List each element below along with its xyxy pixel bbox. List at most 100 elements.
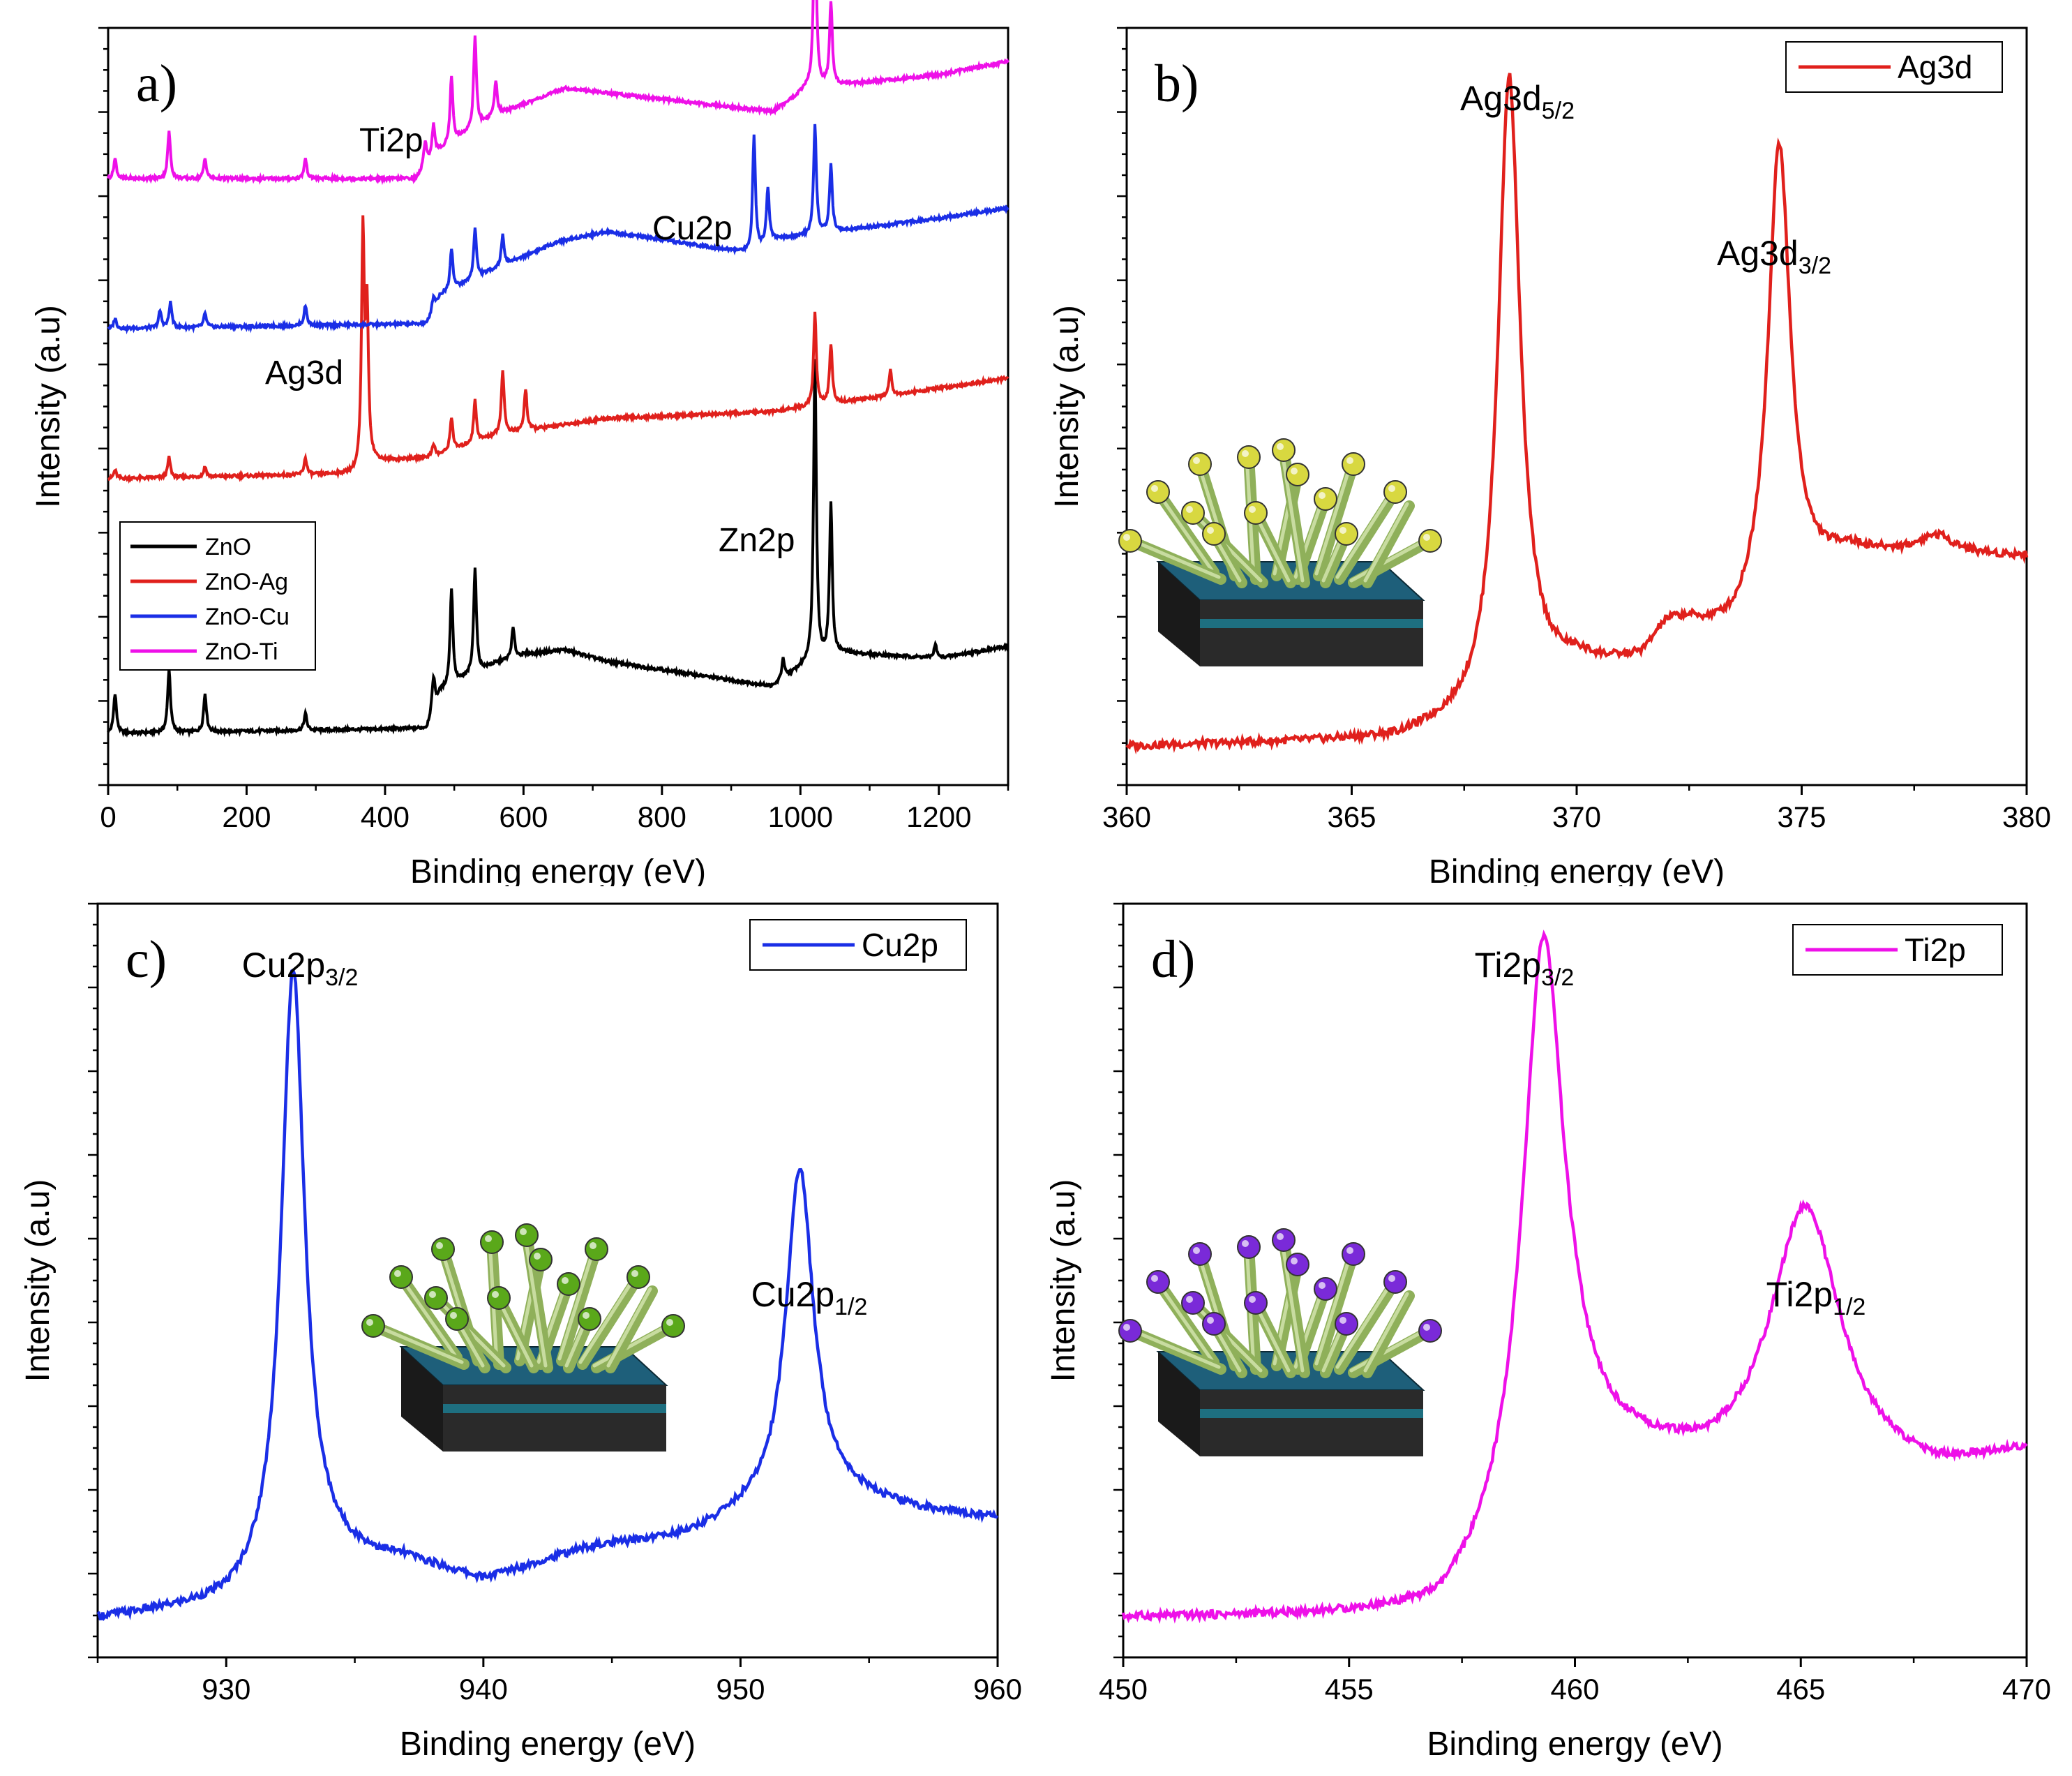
nanoparticle-highlight — [534, 1253, 541, 1260]
nanorod-highlight — [592, 1322, 673, 1368]
x-axis-label: Binding energy (eV) — [410, 853, 706, 886]
nanorod-array-with-nanoparticles-icon — [1118, 1228, 1442, 1456]
nanorod — [1362, 1290, 1415, 1378]
nanorod-highlight — [1363, 502, 1409, 583]
peak-annotation: Ag3d3/2 — [1717, 234, 1831, 279]
peak-annotation: Cu2p1/2 — [751, 1275, 868, 1320]
plot-frame — [1125, 27, 2028, 786]
nanoparticle — [1188, 1242, 1212, 1266]
x-tick-label: 365 — [1327, 800, 1376, 833]
nanoparticle — [1272, 1228, 1296, 1252]
nanoparticle-highlight — [1388, 1275, 1395, 1282]
substrate-front — [1200, 1390, 1423, 1456]
nanorod-highlight — [1279, 1236, 1305, 1373]
nanoparticle — [1342, 1242, 1365, 1266]
nanoparticle — [1286, 463, 1309, 486]
substrate-front — [1200, 600, 1423, 666]
nanorod-highlight — [1349, 1327, 1430, 1373]
nanorod — [605, 1285, 658, 1373]
peak-annotation-subscript: 1/2 — [834, 1294, 867, 1320]
chart-svg: 450 455 460 465 470 Binding energy (eV) Intens… — [1045, 902, 2051, 1763]
substrate-side-left — [1158, 1352, 1200, 1456]
nanoparticle-highlight — [450, 1312, 457, 1319]
nanoparticle-highlight — [1319, 492, 1326, 499]
nanoparticle — [1342, 452, 1365, 476]
nanoparticle-highlight — [1186, 1296, 1193, 1303]
nanoparticle-highlight — [1186, 506, 1193, 513]
peak-annotation: Zn2p — [719, 522, 795, 559]
nanoparticle-highlight — [1207, 527, 1214, 534]
nanoparticle — [1335, 1312, 1358, 1336]
nanoparticle — [529, 1248, 553, 1271]
nanoparticle-highlight — [1423, 534, 1430, 541]
nanoparticle — [1314, 487, 1337, 511]
peak-annotation: Ag3d — [265, 355, 343, 391]
nanoparticle-highlight — [1249, 506, 1256, 513]
peak-annotation-subscript: 3/2 — [1799, 253, 1831, 279]
peak-annotation-subscript: 3/2 — [1541, 964, 1574, 991]
nanoparticle-highlight — [1242, 450, 1249, 457]
nanorod — [1313, 458, 1359, 581]
substrate-layer — [443, 1404, 666, 1413]
peak-annotation: Ag3d5/2 — [1460, 79, 1575, 124]
nanoparticle — [480, 1230, 504, 1254]
x-tick-label: 380 — [2002, 800, 2051, 833]
nanoparticle — [1237, 1235, 1261, 1259]
nanoparticle-highlight — [394, 1270, 401, 1277]
nanorod-array-with-nanoparticles-icon — [1118, 438, 1442, 666]
series-line-zno-ti — [107, 0, 1009, 186]
series-line-cu2p — [96, 968, 999, 1622]
nanoparticle-highlight — [1193, 457, 1200, 464]
panel-label: d) — [1151, 930, 1195, 989]
x-tick-label: 470 — [2002, 1673, 2051, 1706]
nanorod-highlight — [523, 1231, 548, 1368]
nanoparticle-highlight — [1193, 1247, 1200, 1254]
nanoparticle — [515, 1223, 539, 1247]
substrate-side-left — [1158, 562, 1200, 666]
nanoparticle — [445, 1307, 469, 1331]
x-tick-label: 1200 — [906, 800, 971, 833]
x-tick-label: 360 — [1102, 800, 1151, 833]
substrate-side-left — [401, 1347, 443, 1452]
nanorod-highlight — [1349, 537, 1430, 583]
nanoparticle-highlight — [1319, 1282, 1326, 1289]
nanorod — [1362, 500, 1415, 588]
nanoparticle — [1335, 522, 1358, 546]
nanoparticle — [626, 1265, 650, 1289]
nanoparticle-highlight — [1339, 527, 1346, 534]
nanoparticle-highlight — [1242, 1240, 1249, 1247]
legend-entry: ZnO-Cu — [205, 604, 290, 630]
series-line-zno-ag — [107, 215, 1009, 484]
legend-entry: Cu2p — [862, 927, 938, 963]
nanoparticle — [1181, 501, 1205, 525]
panel-label: c) — [126, 930, 167, 989]
nanoparticle-highlight — [1388, 485, 1395, 492]
chart-svg: 360 365 370 375 380 Binding energy (eV) Intens… — [1049, 27, 2051, 890]
nanorod-highlight — [1335, 488, 1395, 579]
peak-annotation-subscript: 3/2 — [325, 964, 358, 991]
x-axis-label: Binding energy (eV) — [400, 1726, 696, 1763]
nanorod-highlight — [369, 1322, 464, 1364]
nanoparticle-highlight — [1249, 1296, 1256, 1303]
nanorod-highlight — [1314, 1250, 1353, 1366]
nanoparticle-highlight — [1339, 1317, 1346, 1324]
nanorod — [1313, 1248, 1359, 1371]
panel-d: 450 455 460 465 470 Binding energy (eV) Intens… — [1036, 886, 2072, 1773]
nanorod — [556, 1244, 602, 1366]
nanorod-highlight — [557, 1245, 596, 1361]
series-line-zno-cu — [107, 124, 1009, 335]
nanoparticle — [1383, 480, 1407, 504]
nanoparticle-highlight — [1123, 1324, 1130, 1331]
plot-frame — [107, 27, 1009, 786]
nanoparticle — [1286, 1253, 1309, 1276]
series-line-ag3d — [1125, 73, 2029, 755]
x-tick-label: 370 — [1552, 800, 1601, 833]
nanoparticle — [1118, 529, 1142, 553]
nanorod-highlight — [1126, 537, 1221, 579]
x-axis-label: Binding energy (eV) — [1427, 1726, 1722, 1763]
nanorod — [577, 1271, 644, 1370]
nanorod — [1334, 486, 1401, 585]
nanoparticle — [1146, 1270, 1170, 1294]
legend-entry: ZnO — [205, 534, 251, 560]
